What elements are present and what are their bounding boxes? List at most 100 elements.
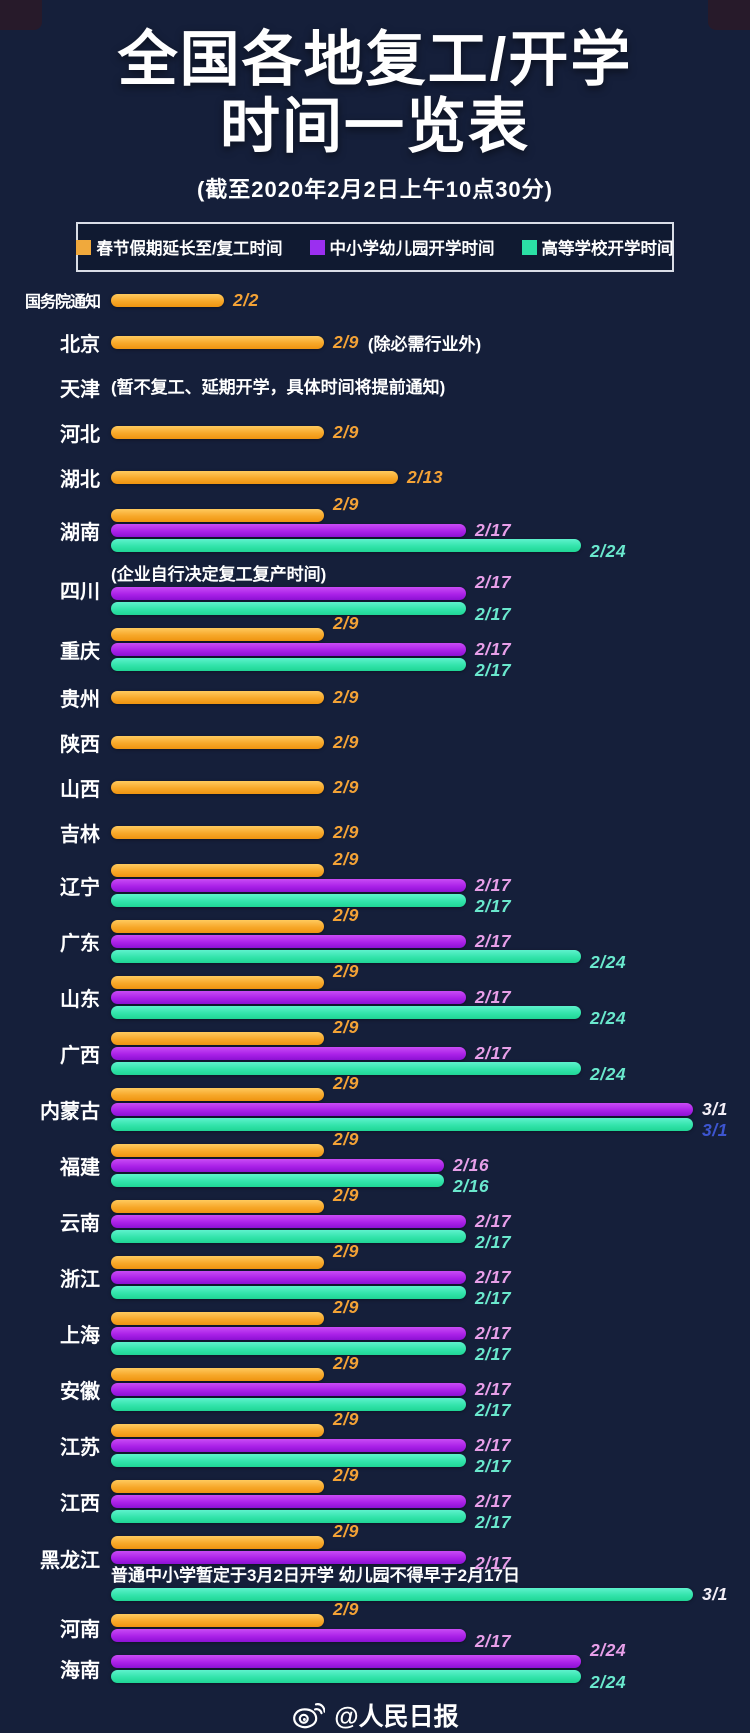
region-bars: 2/9 2/17 2/17 (111, 1465, 750, 1532)
bar-line: 2/16 (111, 1173, 750, 1196)
region-row: 国务院通知 2/2 (6, 288, 750, 312)
region-label: 天津 (60, 379, 100, 402)
college-bar (111, 657, 466, 671)
bar-line: 2/17 (111, 1341, 750, 1364)
region-row: 黑龙江 2/9 2/17 普通中小学暂定于3月2日开学 幼儿园不得早于2月17日 3/1 (6, 1521, 750, 1604)
region-row: 云南 2/9 2/17 2/17 (6, 1185, 750, 1252)
school-bar (111, 1628, 466, 1642)
resume-bar (111, 471, 398, 485)
bar-line: 2/17 (111, 1509, 750, 1532)
region-label: 贵州 (60, 689, 100, 712)
resume-bar (111, 691, 324, 705)
resume-bar (111, 736, 324, 750)
bar-line: 2/17 (111, 572, 750, 600)
legend-swatch-resume (76, 239, 92, 255)
region-row: 江西 2/9 2/17 2/17 (6, 1465, 750, 1532)
bar-line: 2/16 (111, 1155, 750, 1175)
resume-bar (111, 1367, 324, 1381)
date-label: 2/17 (475, 1210, 512, 1231)
region-bars: 2/9 (除必需行业外) (111, 332, 750, 354)
bar-line: 2/9 (111, 613, 750, 641)
bar-line: 3/1 (111, 1584, 750, 1604)
region-bars: 2/2 (111, 290, 750, 310)
bar-line: 2/9 (111, 822, 750, 842)
region-row: 山西 2/9 (6, 773, 750, 802)
footer: @人民日报 (0, 1697, 750, 1733)
date-label: 2/9 (333, 822, 359, 843)
date-label: 2/9 (333, 1072, 359, 1093)
region-label: 河北 (60, 424, 100, 447)
college-bar (111, 1173, 444, 1187)
college-bar (111, 949, 581, 963)
date-label: 2/9 (333, 612, 359, 633)
date-label: 3/1 (702, 1583, 728, 1604)
region-row: 河南 2/9 2/17 (6, 1599, 750, 1651)
resume-bar (111, 863, 324, 877)
bar-line: 2/9 (111, 961, 750, 989)
region-bars: 2/9 2/17 2/17 (111, 613, 750, 680)
college-bar (111, 1509, 466, 1523)
region-bars: 2/9 (111, 422, 750, 442)
region-bars: 2/9 2/17 2/24 (111, 1017, 750, 1084)
region-row: 湖北 2/13 (6, 463, 750, 492)
bar-line: 2/9 (111, 905, 750, 933)
date-label: 2/9 (333, 422, 359, 443)
region-label: 黑龙江 (40, 1550, 100, 1573)
region-label: 浙江 (60, 1268, 100, 1291)
date-label: 2/9 (333, 493, 359, 514)
date-label: 2/9 (333, 1598, 359, 1619)
bar-line: 2/9 (111, 1353, 750, 1381)
date-label: 2/17 (475, 1455, 512, 1476)
school-bar (111, 1158, 444, 1172)
date-label: 2/16 (453, 1175, 490, 1196)
bar-line: 2/9 (111, 1073, 750, 1101)
bar-line: 2/24 (111, 538, 750, 561)
region-bars: 2/13 (111, 467, 750, 487)
region-row: 河北 2/9 (6, 418, 750, 447)
school-bar (111, 1438, 466, 1452)
bar-line: 2/17 (111, 1267, 750, 1287)
resume-bar (111, 826, 324, 840)
college-bar (111, 1669, 581, 1683)
resume-bar (111, 1143, 324, 1157)
region-label: 山东 (60, 988, 100, 1011)
region-bars: 2/9 2/17 2/24 (111, 905, 750, 972)
region-label: 四川 (60, 581, 100, 604)
region-label: 山西 (60, 779, 100, 802)
date-label: 2/17 (475, 930, 512, 951)
date-label: 2/16 (453, 1154, 490, 1175)
region-row: 内蒙古 2/9 3/1 3/1 (6, 1073, 750, 1140)
page-title-line2: 时间一览表 (220, 93, 530, 161)
region-bars: 2/9 (111, 732, 750, 752)
region-bars: 2/9 2/17 2/17 (111, 1353, 750, 1420)
region-bars: 2/9 2/17 2/17 (111, 1185, 750, 1252)
bar-line: 2/17 (111, 520, 750, 540)
legend-item-college: 高等学校开学时间 (521, 235, 674, 259)
bar-line: 2/17 (111, 1435, 750, 1455)
resume-bar (111, 293, 224, 307)
region-row: 四川 (企业自行决定复工复产时间) 2/17 2/17 (6, 564, 750, 624)
college-bar (111, 1453, 466, 1467)
date-label: 2/24 (590, 1671, 627, 1692)
date-label: 2/17 (475, 1630, 512, 1651)
date-label: 2/24 (590, 1007, 627, 1028)
region-bars: 2/9 (111, 687, 750, 707)
bar-line: 2/9 (111, 1521, 750, 1549)
college-bar (111, 1229, 466, 1243)
date-label: 2/9 (333, 1240, 359, 1261)
region-label: 上海 (60, 1324, 100, 1347)
date-label: 3/1 (702, 1119, 728, 1140)
region-label: 云南 (60, 1212, 100, 1235)
resume-bar (111, 975, 324, 989)
school-bar (111, 1214, 466, 1228)
region-label: 广东 (60, 932, 100, 955)
bar-chart: 国务院通知 2/2 北京 2/9 (除必需行业外) 天津 (暂不复工、延期开学，具体时间将提… (0, 288, 750, 1692)
bar-line: 2/9 (111, 777, 750, 797)
bar-line: 2/9 (111, 1599, 750, 1627)
college-bar (111, 893, 466, 907)
bar-line: 2/9 (111, 1409, 750, 1437)
bar-line: 2/17 (111, 1397, 750, 1420)
bar-line: 2/2 (111, 290, 750, 310)
date-label: 2/17 (475, 1343, 512, 1364)
resume-bar (111, 627, 324, 641)
